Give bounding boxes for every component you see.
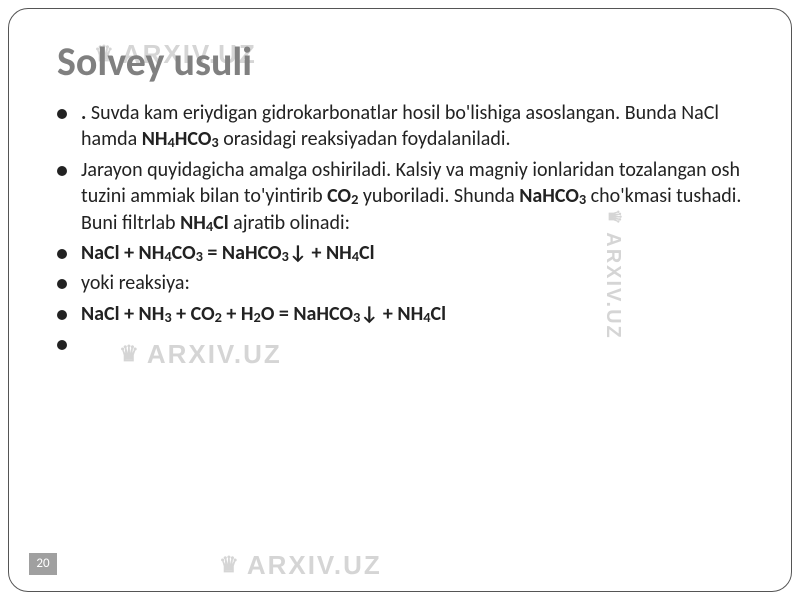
bullet-item: Jarayon quyidagicha amalga oshiriladi. K… (57, 157, 751, 236)
bullet-item: NaCl + NH3 + CO2 + H2O = NaHCO3↓ + NH4Cl (57, 301, 751, 327)
page-number: 20 (29, 553, 57, 575)
slide-frame: ♛ARXIV.UZ ♛ARXIV.UZ ♛ARXIV.UZ ♛ARXIV.UZ … (8, 8, 792, 592)
bullet-list: . Suvda kam eriydigan gidrokarbonatlar h… (57, 100, 751, 327)
bullet-item: . Suvda kam eriydigan gidrokarbonatlar h… (57, 100, 751, 153)
watermark: ♛ARXIV.UZ (119, 339, 282, 370)
slide-title: Solvey usuli (57, 37, 751, 86)
watermark: ♛ARXIV.UZ (219, 550, 382, 581)
bullet-item: yoki reaksiya: (57, 270, 751, 296)
bullet-item: NaCl + NH4CO3 = NaHCO3↓ + NH4Cl (57, 240, 751, 266)
